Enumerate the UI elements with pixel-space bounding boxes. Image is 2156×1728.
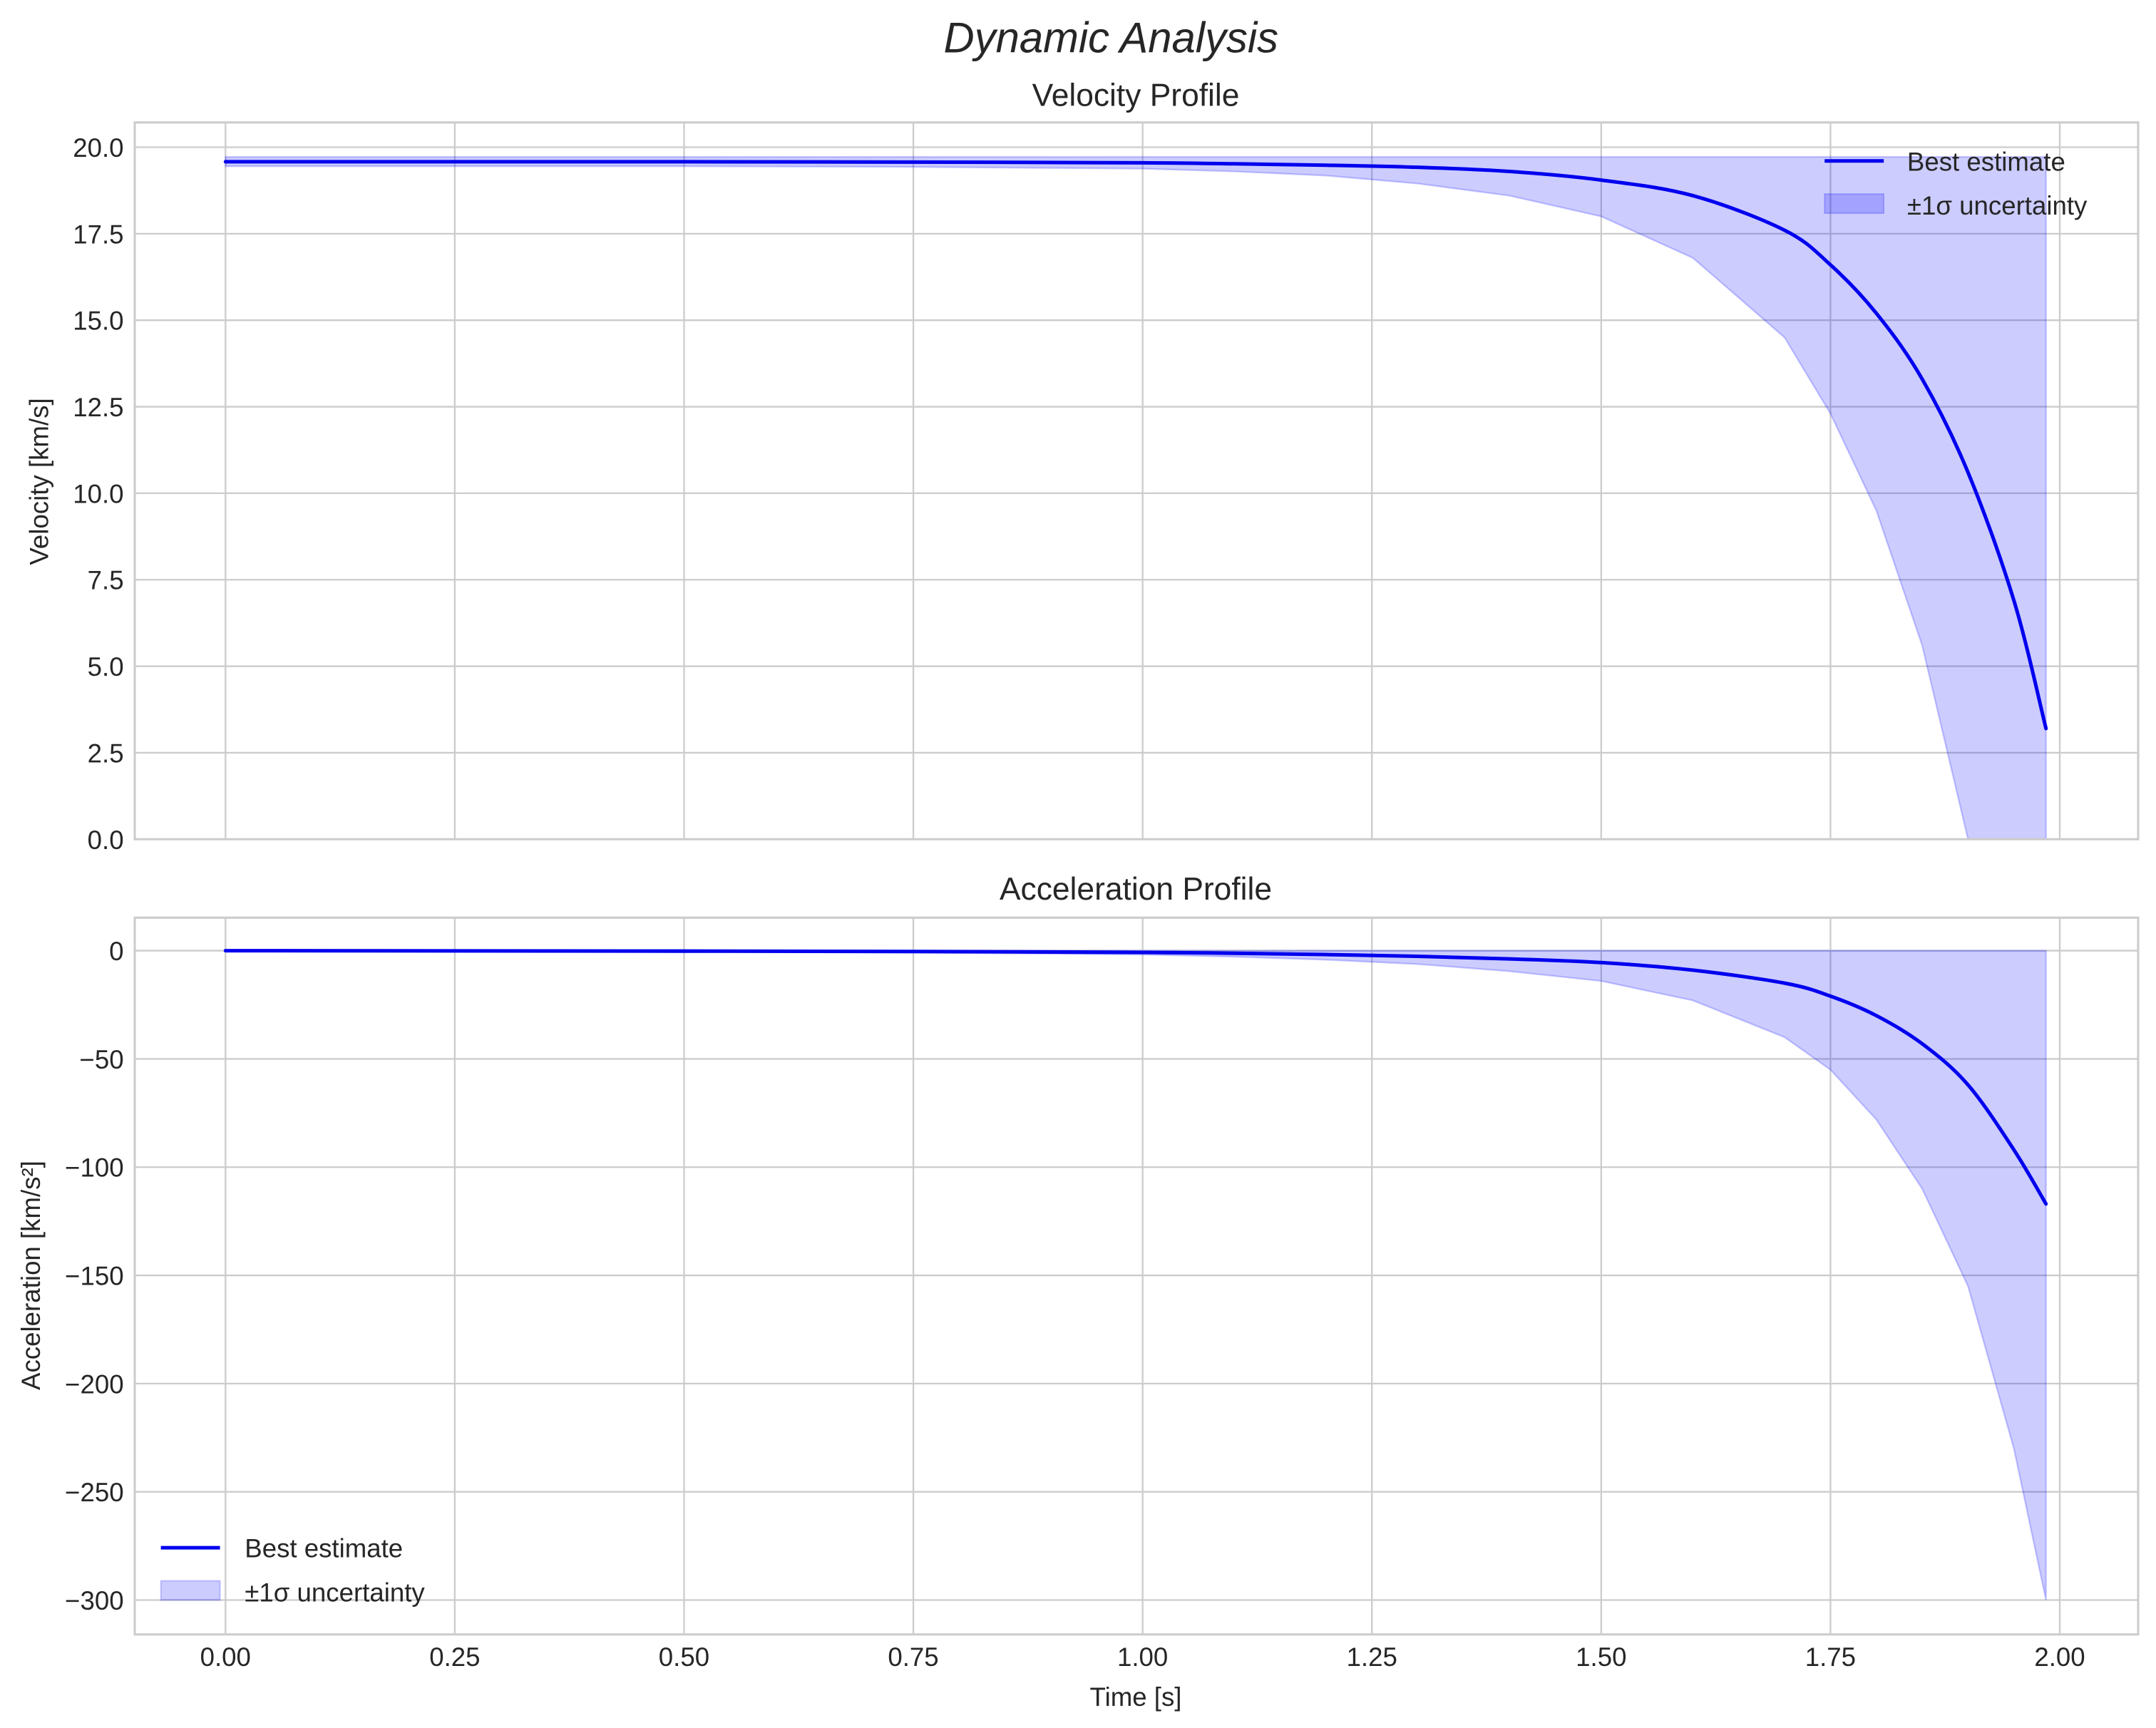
uncertainty-band [225,950,2047,1600]
uncertainty-band [225,155,2047,840]
y-tick-label: −150 [65,1262,124,1291]
velocity-uncertainty-band [225,155,2047,840]
x-axis-label: Time [s] [1090,1682,1182,1712]
legend-label-uncertainty: ±1σ uncertainty [1907,191,2088,220]
velocity-chart: Velocity Profile 0.0 2.5 5.0 7.5 10.0 12.5 15.… [25,78,2140,855]
y-tick-label: 20.0 [73,133,123,163]
y-tick-label: 2.5 [88,739,124,768]
acceleration-chart: Acceleration Profile 0 −50 −100 −150 −200 −25… [16,872,2140,1712]
acceleration-chart-title: Acceleration Profile [1000,872,1272,907]
velocity-chart-title: Velocity Profile [1032,78,1240,113]
velocity-axes-frame [133,121,2140,840]
y-tick-label: −250 [65,1478,124,1507]
best-estimate-line [223,160,2048,731]
acceleration-best-estimate-line [223,949,2048,1206]
acceleration-y-axis-label: Acceleration [km/s²] [16,1161,46,1390]
x-tick-label: 0.75 [888,1642,938,1672]
x-tick-label: 1.75 [1805,1642,1856,1672]
x-tick-label: 1.00 [1117,1642,1168,1672]
velocity-legend: Best estimate ±1σ uncertainty [1824,147,2088,220]
velocity-y-tick-labels: 0.0 2.5 5.0 7.5 10.0 12.5 15.0 17.5 20.0 [73,133,123,855]
legend-label-uncertainty: ±1σ uncertainty [245,1578,425,1607]
y-tick-label: 7.5 [88,566,124,595]
y-tick-label: 12.5 [73,393,123,422]
x-tick-label: 0.00 [200,1642,251,1672]
x-tick-label: 2.00 [2034,1642,2085,1672]
legend-label-best-estimate: Best estimate [245,1534,403,1563]
x-tick-label: 0.25 [429,1642,480,1672]
y-tick-label: 5.0 [88,652,124,682]
velocity-gridlines [135,122,2138,840]
y-tick-label: −300 [65,1586,124,1615]
velocity-best-estimate-line [223,160,2048,731]
y-tick-label: −200 [65,1369,124,1399]
y-tick-label: 0 [109,937,123,966]
legend-label-best-estimate: Best estimate [1907,147,2065,176]
y-tick-label: 10.0 [73,479,123,508]
y-tick-label: −50 [79,1045,123,1074]
y-tick-label: −100 [65,1153,124,1183]
legend-band-swatch [1824,193,1885,215]
velocity-y-axis-label: Velocity [km/s] [25,398,54,565]
legend-band-swatch [160,1580,221,1601]
y-tick-label: 15.0 [73,307,123,336]
acceleration-uncertainty-band [225,950,2047,1600]
figure-title: Dynamic Analysis [944,14,1278,61]
acceleration-legend: Best estimate ±1σ uncertainty [160,1534,425,1607]
y-tick-label: 17.5 [73,220,123,249]
acceleration-axes-frame [133,916,2140,1636]
x-tick-label: 0.50 [659,1642,709,1672]
x-tick-label: 1.25 [1347,1642,1397,1672]
y-tick-label: 0.0 [88,826,124,855]
time-x-tick-labels: 0.00 0.25 0.50 0.75 1.00 1.25 1.50 1.75 2.00 [200,1642,2085,1672]
acceleration-y-tick-labels: 0 −50 −100 −150 −200 −250 −300 [65,937,124,1615]
x-tick-label: 1.50 [1576,1642,1626,1672]
best-estimate-line [223,949,2048,1206]
